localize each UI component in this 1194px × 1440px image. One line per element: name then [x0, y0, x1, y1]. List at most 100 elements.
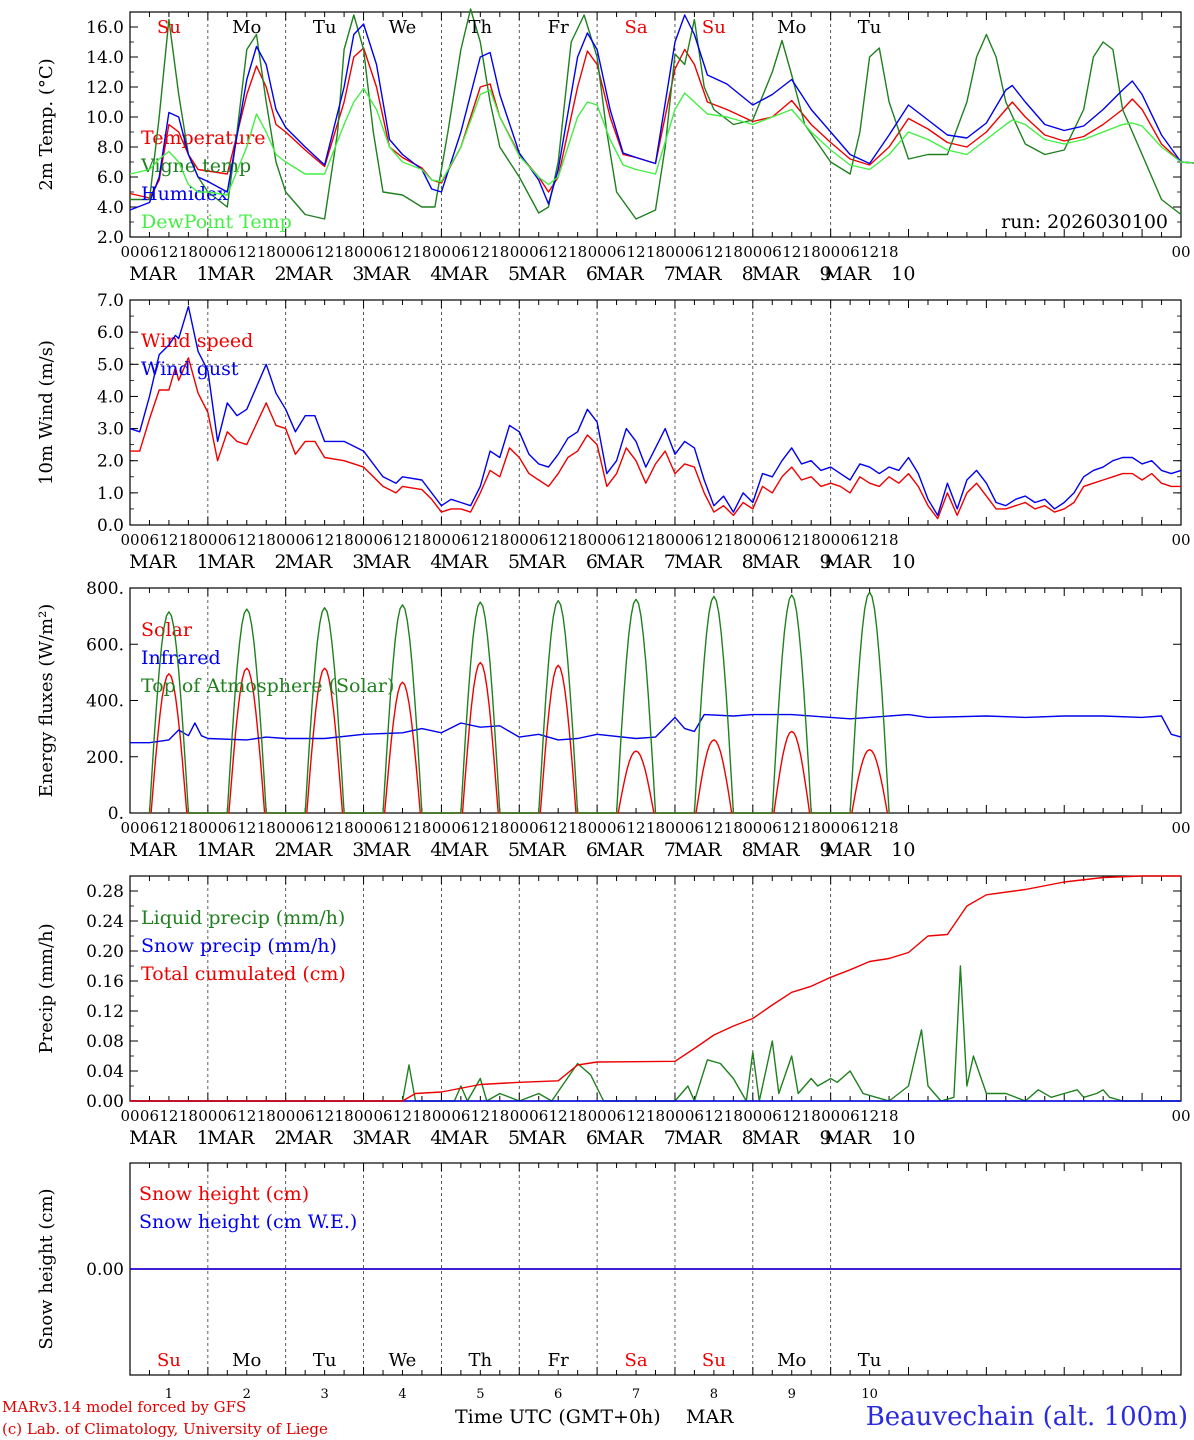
legend-dewpoint-temp: DewPoint Temp: [141, 211, 292, 233]
hour-tick-label: 00: [120, 531, 139, 549]
hour-tick-label: 18: [490, 819, 509, 837]
series-line-humidex: [129, 14, 1194, 211]
date-label: MAR 6: [518, 551, 598, 573]
day-name-top: Mo: [777, 17, 806, 38]
day-name-bottom: Sa: [625, 1350, 648, 1371]
y-tick-label: 4.0: [97, 387, 124, 407]
hour-tick-label: 12: [159, 531, 178, 549]
hour-tick-label: 00: [743, 243, 762, 261]
hour-tick-label: 18: [257, 819, 276, 837]
day-number: 6: [554, 1387, 562, 1402]
date-label: MAR 2: [207, 1127, 287, 1149]
date-label: MAR 7: [596, 1127, 676, 1149]
hour-tick-label: 12: [704, 1107, 723, 1125]
legend-wind-gust: Wind gust: [141, 358, 239, 380]
hour-tick-label: 00: [432, 819, 451, 837]
series-line-liquid-precip-mm-h: [130, 965, 1181, 1102]
hour-tick-label: 06: [140, 531, 159, 549]
date-label: MAR 5: [441, 263, 521, 285]
hour-tick-label: 12: [315, 531, 334, 549]
hour-tick-label: 00: [510, 1107, 529, 1125]
hour-tick-label: 06: [140, 1107, 159, 1125]
y-tick-label: 0.12: [86, 1002, 124, 1022]
hour-tick-label: 06: [296, 819, 315, 837]
chart-panel-1: 2.0 4.0 6.0 8.0 10.0 12.0 14.0 16.0 2m Temp. (°C…: [36, 8, 1194, 285]
hour-tick-label: 06: [685, 531, 704, 549]
y-axis-label: 2m Temp. (°C): [36, 58, 57, 190]
day-number: 5: [476, 1387, 484, 1402]
hour-tick-label: 00: [588, 819, 607, 837]
day-number: 3: [320, 1387, 328, 1402]
lab-credit: (c) Lab. of Climatology, University of L…: [2, 1420, 328, 1438]
legend-wind-speed: Wind speed: [141, 330, 253, 352]
hour-tick-label: 00: [276, 819, 295, 837]
date-label: MAR 7: [596, 839, 676, 861]
hour-tick-label: 12: [782, 819, 801, 837]
legend-top-of-atmosphere-solar: Top of Atmosphere (Solar): [141, 675, 394, 697]
day-name-bottom: Mo: [232, 1350, 261, 1371]
hour-tick-label: 12: [471, 531, 490, 549]
date-label: MAR 4: [363, 1127, 443, 1149]
hour-tick-label: 06: [296, 531, 315, 549]
hour-tick-label: 12: [549, 1107, 568, 1125]
day-number: 7: [632, 1387, 640, 1402]
hour-tick-label: 12: [549, 243, 568, 261]
hour-tick-label: 00: [665, 819, 684, 837]
y-tick-label: 7.0: [97, 291, 124, 311]
date-label: MAR 5: [441, 839, 521, 861]
chart-panel-5: 0.00 Snow height (cm) Snow height (cm) Snow…: [36, 1162, 1182, 1402]
hour-tick-label: 18: [335, 819, 354, 837]
y-tick-label: 10.0: [86, 108, 124, 128]
hour-tick-label: 18: [880, 243, 899, 261]
hour-tick-label: 00: [743, 819, 762, 837]
date-label: MAR 5: [441, 551, 521, 573]
hour-tick-label: 00: [120, 819, 139, 837]
hour-tick-label: 00: [1171, 531, 1190, 549]
y-tick-label: 6.0: [97, 323, 124, 343]
date-label: MAR 1: [129, 263, 209, 285]
date-label: MAR 4: [363, 839, 443, 861]
hour-tick-label: 00: [198, 819, 217, 837]
hour-tick-label: 12: [315, 243, 334, 261]
day-name-bottom: Su: [157, 1350, 181, 1371]
hour-tick-label: 06: [841, 819, 860, 837]
date-label: MAR 2: [207, 839, 287, 861]
hour-tick-label: 12: [237, 243, 256, 261]
date-label: MAR 9: [752, 263, 832, 285]
hour-tick-label: 00: [665, 1107, 684, 1125]
hour-tick-label: 12: [782, 531, 801, 549]
legend-snow-height-cm: Snow height (cm): [139, 1183, 309, 1205]
legend-total-cumulated-cm: Total cumulated (cm): [141, 963, 346, 985]
y-tick-label: 12.0: [86, 78, 124, 98]
hour-tick-label: 00: [432, 1107, 451, 1125]
y-tick-label: 0.24: [86, 912, 124, 932]
legend-snow-precip-mm-h: Snow precip (mm/h): [141, 935, 337, 957]
hour-tick-label: 18: [179, 819, 198, 837]
chart-panel-2: 0.0 1.0 2.0 3.0 4.0 5.0 6.0 7.0 10m Wind (m/s) 00…: [36, 291, 1191, 573]
hour-tick-label: 00: [276, 1107, 295, 1125]
hour-tick-label: 18: [257, 531, 276, 549]
hour-tick-label: 06: [841, 531, 860, 549]
y-tick-label: 0.16: [86, 972, 124, 992]
hour-tick-label: 12: [393, 243, 412, 261]
hour-tick-label: 12: [549, 819, 568, 837]
hour-tick-label: 12: [393, 531, 412, 549]
hour-tick-label: 18: [490, 243, 509, 261]
y-tick-label: 0.08: [86, 1032, 124, 1052]
hour-tick-label: 18: [568, 1107, 587, 1125]
hour-tick-label: 18: [335, 243, 354, 261]
date-label: MAR 2: [207, 263, 287, 285]
y-axis-label: 10m Wind (m/s): [36, 340, 57, 485]
hour-tick-label: 00: [588, 243, 607, 261]
hour-tick-label: 06: [451, 531, 470, 549]
y-tick-label: 6.0: [97, 168, 124, 188]
hour-tick-label: 00: [510, 819, 529, 837]
hour-tick-label: 12: [393, 819, 412, 837]
y-axis-label: Energy fluxes (W/m²): [36, 604, 57, 798]
hour-tick-label: 12: [237, 819, 256, 837]
hour-tick-label: 18: [880, 1107, 899, 1125]
hour-tick-label: 00: [276, 531, 295, 549]
hour-tick-label: 06: [218, 531, 237, 549]
day-name-top: Tu: [858, 17, 882, 38]
date-label: MAR 6: [518, 263, 598, 285]
